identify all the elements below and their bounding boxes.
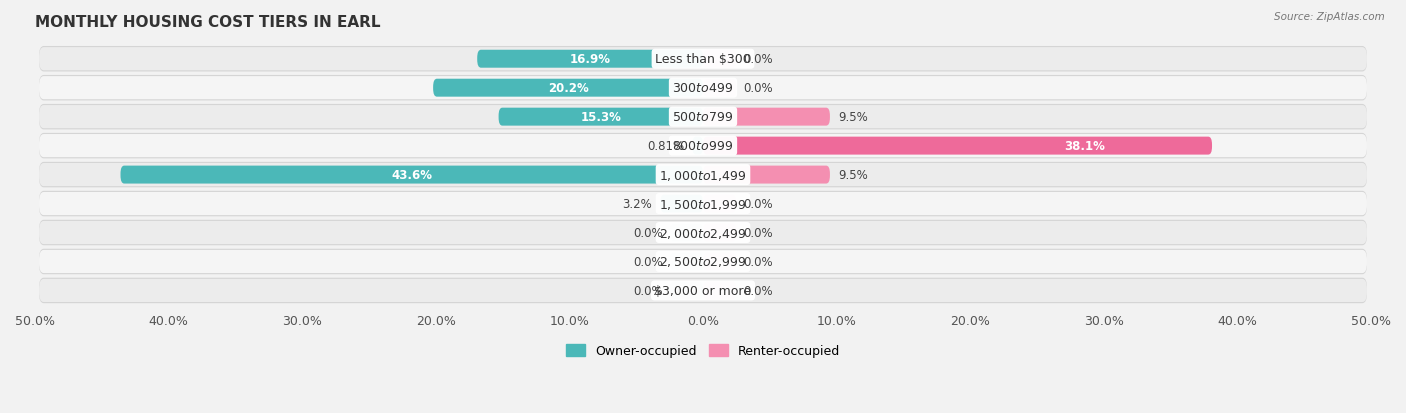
- Text: Source: ZipAtlas.com: Source: ZipAtlas.com: [1274, 12, 1385, 22]
- Text: 0.0%: 0.0%: [633, 255, 662, 268]
- Text: 0.0%: 0.0%: [744, 226, 773, 240]
- FancyBboxPatch shape: [703, 166, 830, 184]
- FancyBboxPatch shape: [669, 224, 703, 242]
- FancyBboxPatch shape: [692, 137, 703, 155]
- Text: 0.0%: 0.0%: [744, 197, 773, 211]
- FancyBboxPatch shape: [39, 162, 1367, 188]
- FancyBboxPatch shape: [39, 279, 1367, 302]
- Text: 15.3%: 15.3%: [581, 111, 621, 124]
- Text: $1,500 to $1,999: $1,500 to $1,999: [659, 197, 747, 211]
- Text: 3.2%: 3.2%: [623, 197, 652, 211]
- FancyBboxPatch shape: [703, 195, 737, 213]
- FancyBboxPatch shape: [433, 80, 703, 97]
- Text: $800 to $999: $800 to $999: [672, 140, 734, 153]
- Text: $300 to $499: $300 to $499: [672, 82, 734, 95]
- FancyBboxPatch shape: [39, 47, 1367, 72]
- FancyBboxPatch shape: [477, 51, 703, 69]
- FancyBboxPatch shape: [703, 108, 830, 126]
- Text: 16.9%: 16.9%: [569, 53, 610, 66]
- Text: MONTHLY HOUSING COST TIERS IN EARL: MONTHLY HOUSING COST TIERS IN EARL: [35, 15, 381, 30]
- FancyBboxPatch shape: [703, 282, 737, 300]
- Text: $1,000 to $1,499: $1,000 to $1,499: [659, 168, 747, 182]
- FancyBboxPatch shape: [703, 80, 737, 97]
- Text: 9.5%: 9.5%: [838, 111, 868, 124]
- Text: Less than $300: Less than $300: [655, 53, 751, 66]
- Text: 0.0%: 0.0%: [633, 226, 662, 240]
- Text: $2,500 to $2,999: $2,500 to $2,999: [659, 255, 747, 269]
- Legend: Owner-occupied, Renter-occupied: Owner-occupied, Renter-occupied: [561, 339, 845, 363]
- FancyBboxPatch shape: [39, 249, 1367, 275]
- FancyBboxPatch shape: [39, 250, 1367, 273]
- Text: 0.0%: 0.0%: [744, 53, 773, 66]
- FancyBboxPatch shape: [39, 133, 1367, 159]
- FancyBboxPatch shape: [39, 192, 1367, 216]
- Text: 0.0%: 0.0%: [744, 284, 773, 297]
- FancyBboxPatch shape: [661, 195, 703, 213]
- FancyBboxPatch shape: [121, 166, 703, 184]
- Text: 0.0%: 0.0%: [744, 82, 773, 95]
- FancyBboxPatch shape: [39, 77, 1367, 100]
- FancyBboxPatch shape: [669, 282, 703, 300]
- Text: $3,000 or more: $3,000 or more: [655, 284, 751, 297]
- FancyBboxPatch shape: [39, 278, 1367, 304]
- FancyBboxPatch shape: [39, 221, 1367, 244]
- Text: 38.1%: 38.1%: [1064, 140, 1105, 153]
- Text: $500 to $799: $500 to $799: [672, 111, 734, 124]
- FancyBboxPatch shape: [39, 104, 1367, 130]
- FancyBboxPatch shape: [669, 253, 703, 271]
- FancyBboxPatch shape: [703, 224, 737, 242]
- Text: 0.0%: 0.0%: [744, 255, 773, 268]
- FancyBboxPatch shape: [39, 76, 1367, 101]
- FancyBboxPatch shape: [39, 220, 1367, 246]
- FancyBboxPatch shape: [703, 51, 737, 69]
- Text: 0.81%: 0.81%: [647, 140, 685, 153]
- FancyBboxPatch shape: [39, 106, 1367, 129]
- FancyBboxPatch shape: [499, 108, 703, 126]
- FancyBboxPatch shape: [703, 253, 737, 271]
- FancyBboxPatch shape: [39, 48, 1367, 71]
- FancyBboxPatch shape: [39, 164, 1367, 187]
- FancyBboxPatch shape: [39, 191, 1367, 217]
- FancyBboxPatch shape: [39, 135, 1367, 158]
- FancyBboxPatch shape: [703, 137, 1212, 155]
- Text: 20.2%: 20.2%: [548, 82, 589, 95]
- Text: 9.5%: 9.5%: [838, 169, 868, 182]
- Text: 0.0%: 0.0%: [633, 284, 662, 297]
- Text: $2,000 to $2,499: $2,000 to $2,499: [659, 226, 747, 240]
- Text: 43.6%: 43.6%: [391, 169, 432, 182]
